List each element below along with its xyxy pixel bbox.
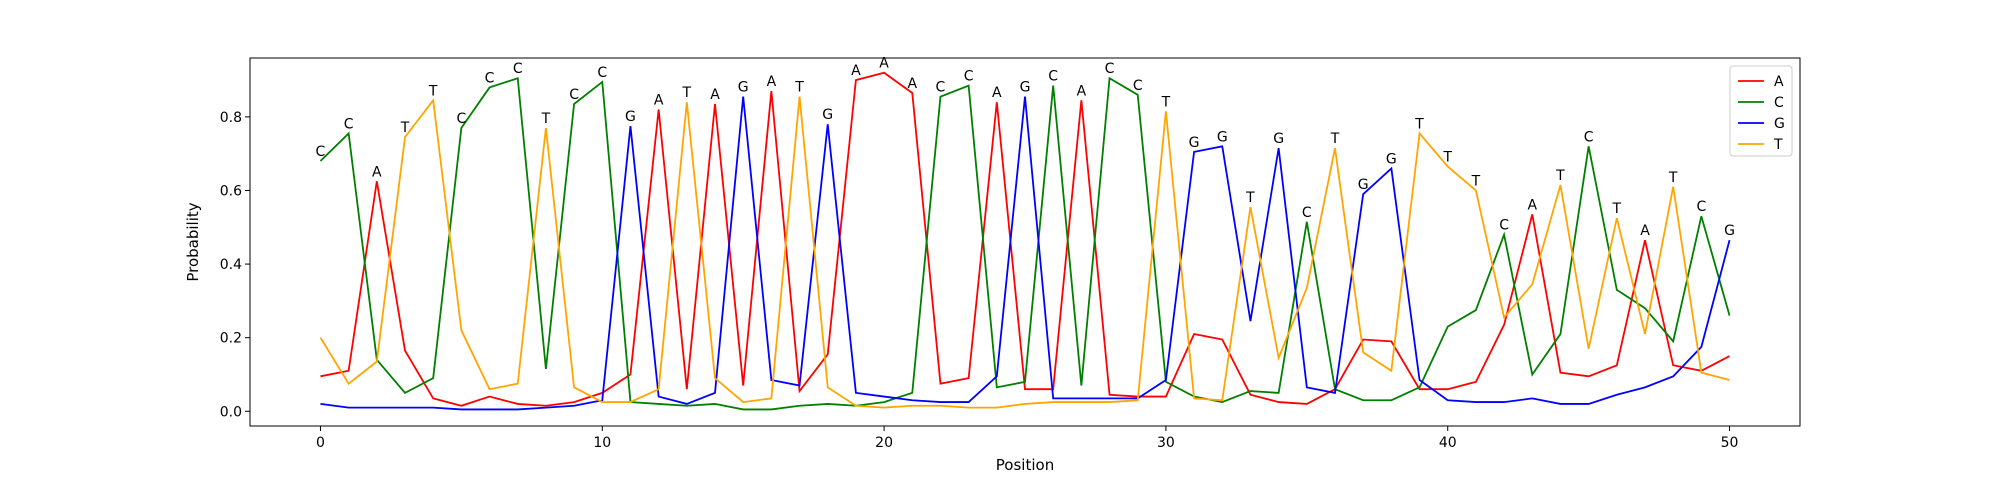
base-annotation: C (1584, 129, 1594, 145)
base-annotation: T (1471, 173, 1481, 189)
base-annotation: C (316, 144, 326, 160)
base-annotation: A (851, 63, 861, 79)
axes: 0 10 20 30 40 50 0.0 0.2 0.4 0.6 0.8 (220, 57, 1801, 451)
base-annotation: T (1330, 131, 1340, 147)
base-annotation: C (1133, 78, 1143, 94)
base-annotation: G (822, 107, 833, 123)
base-annotation: A (767, 74, 777, 90)
base-annotation: G (1724, 223, 1735, 239)
base-annotation: C (1499, 218, 1509, 234)
base-annotation: C (1302, 205, 1312, 221)
base-annotation: T (1161, 94, 1171, 110)
base-annotation: C (485, 70, 495, 86)
x-tick-label: 0 (316, 435, 325, 451)
base-annotation: T (1555, 168, 1565, 184)
y-tick-label: 0.2 (220, 331, 242, 347)
axes-frame (249, 57, 1801, 427)
base-annotation: A (1527, 197, 1537, 213)
base-annotation: G (1020, 80, 1031, 96)
base-annotation: C (936, 80, 946, 96)
base-annotation: T (794, 80, 804, 96)
series-line-c (319, 76, 1731, 411)
series-line-a (320, 71, 1730, 407)
base-annotation: T (428, 83, 438, 99)
base-annotation: A (1640, 223, 1650, 239)
legend-label-t: T (1773, 137, 1783, 153)
base-annotation: C (456, 111, 466, 127)
legend-label-a: A (1774, 74, 1784, 90)
base-annotation: A (992, 85, 1002, 101)
legend-label-g: G (1774, 116, 1785, 132)
base-annotation: C (513, 61, 523, 77)
base-annotation: C (1696, 199, 1706, 215)
base-annotation: T (1414, 116, 1424, 132)
base-annotation: C (1105, 61, 1115, 77)
legend-label-c: C (1774, 95, 1784, 111)
base-annotation: G (1386, 151, 1397, 167)
y-tick-label: 0.0 (220, 404, 242, 420)
plot-area: C C A T T C C C T C C G A T A G A T G A A A C C A G C A C C T G G T G C T G G T… (316, 56, 1735, 411)
base-annotation: G (625, 109, 636, 125)
x-tick-label: 50 (1721, 435, 1739, 451)
y-axis-label: Probability (184, 202, 202, 281)
base-annotation: A (907, 76, 917, 92)
base-annotation: C (597, 65, 607, 81)
base-annotation: C (964, 69, 974, 85)
base-annotation: C (569, 87, 579, 103)
y-tick-label: 0.6 (220, 183, 242, 199)
x-tick-label: 40 (1439, 435, 1457, 451)
base-annotation: T (400, 120, 410, 136)
base-annotation: G (1358, 177, 1369, 193)
x-tick-label: 20 (875, 435, 893, 451)
series-line-g (320, 96, 1731, 411)
base-annotation: T (541, 111, 551, 127)
base-annotation: T (1612, 201, 1622, 217)
x-tick-label: 30 (1157, 435, 1175, 451)
base-annotation: C (1048, 69, 1058, 85)
base-annotation: G (1273, 131, 1284, 147)
base-annotation: T (1668, 170, 1678, 186)
base-annotation: G (738, 80, 749, 96)
x-tick-label: 10 (593, 435, 611, 451)
base-annotation: A (372, 164, 382, 180)
base-annotation: G (1217, 129, 1228, 145)
x-axis-label: Position (996, 456, 1054, 474)
series-line-t (319, 96, 1730, 409)
base-annotation: A (654, 93, 664, 109)
y-tick-label: 0.8 (220, 110, 242, 126)
base-annotation: A (710, 87, 720, 103)
base-annotation: A (1077, 83, 1087, 99)
base-annotation: G (1189, 135, 1200, 151)
base-annotation: A (879, 56, 889, 72)
y-tick-label: 0.4 (220, 257, 242, 273)
base-annotation: C (344, 116, 354, 132)
base-annotation: T (682, 85, 692, 101)
base-annotation: T (1245, 190, 1255, 206)
base-annotation: T (1442, 150, 1452, 166)
legend-box (1729, 65, 1793, 157)
